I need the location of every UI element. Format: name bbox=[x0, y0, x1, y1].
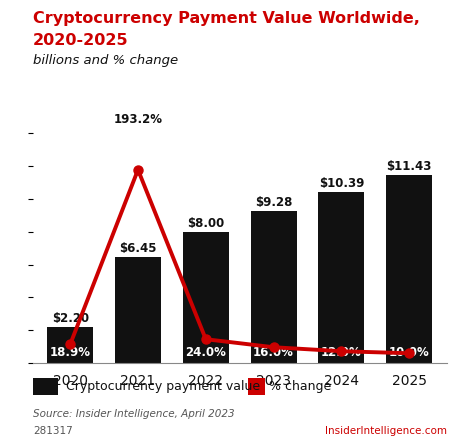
Bar bbox=[47, 327, 93, 363]
Text: $8.00: $8.00 bbox=[187, 217, 224, 229]
Text: Source: Insider Intelligence, April 2023: Source: Insider Intelligence, April 2023 bbox=[33, 409, 235, 420]
Text: $11.43: $11.43 bbox=[386, 160, 432, 173]
Text: 18.9%: 18.9% bbox=[50, 346, 91, 359]
Text: 281317: 281317 bbox=[33, 426, 73, 436]
Text: 2020-2025: 2020-2025 bbox=[33, 33, 128, 48]
Text: $2.20: $2.20 bbox=[52, 312, 89, 325]
Text: $9.28: $9.28 bbox=[255, 196, 292, 209]
Text: 10.0%: 10.0% bbox=[389, 346, 430, 359]
Bar bbox=[318, 192, 364, 363]
FancyBboxPatch shape bbox=[248, 378, 265, 395]
Text: billions and % change: billions and % change bbox=[33, 54, 178, 67]
Text: 16.0%: 16.0% bbox=[253, 346, 294, 359]
FancyBboxPatch shape bbox=[33, 378, 58, 395]
Text: Cryptocurrency Payment Value Worldwide,: Cryptocurrency Payment Value Worldwide, bbox=[33, 11, 420, 26]
Bar bbox=[386, 175, 432, 363]
Text: InsiderIntelligence.com: InsiderIntelligence.com bbox=[324, 426, 446, 436]
Text: 193.2%: 193.2% bbox=[113, 113, 163, 126]
Text: $10.39: $10.39 bbox=[319, 177, 364, 190]
Text: % change: % change bbox=[269, 380, 331, 393]
Text: $6.45: $6.45 bbox=[119, 242, 157, 255]
Text: Cryptocurrency payment value: Cryptocurrency payment value bbox=[66, 380, 260, 393]
Text: 24.0%: 24.0% bbox=[185, 346, 226, 359]
Bar bbox=[115, 257, 161, 363]
Bar bbox=[183, 232, 229, 363]
Bar bbox=[251, 210, 297, 363]
Text: 12.0%: 12.0% bbox=[321, 346, 362, 359]
